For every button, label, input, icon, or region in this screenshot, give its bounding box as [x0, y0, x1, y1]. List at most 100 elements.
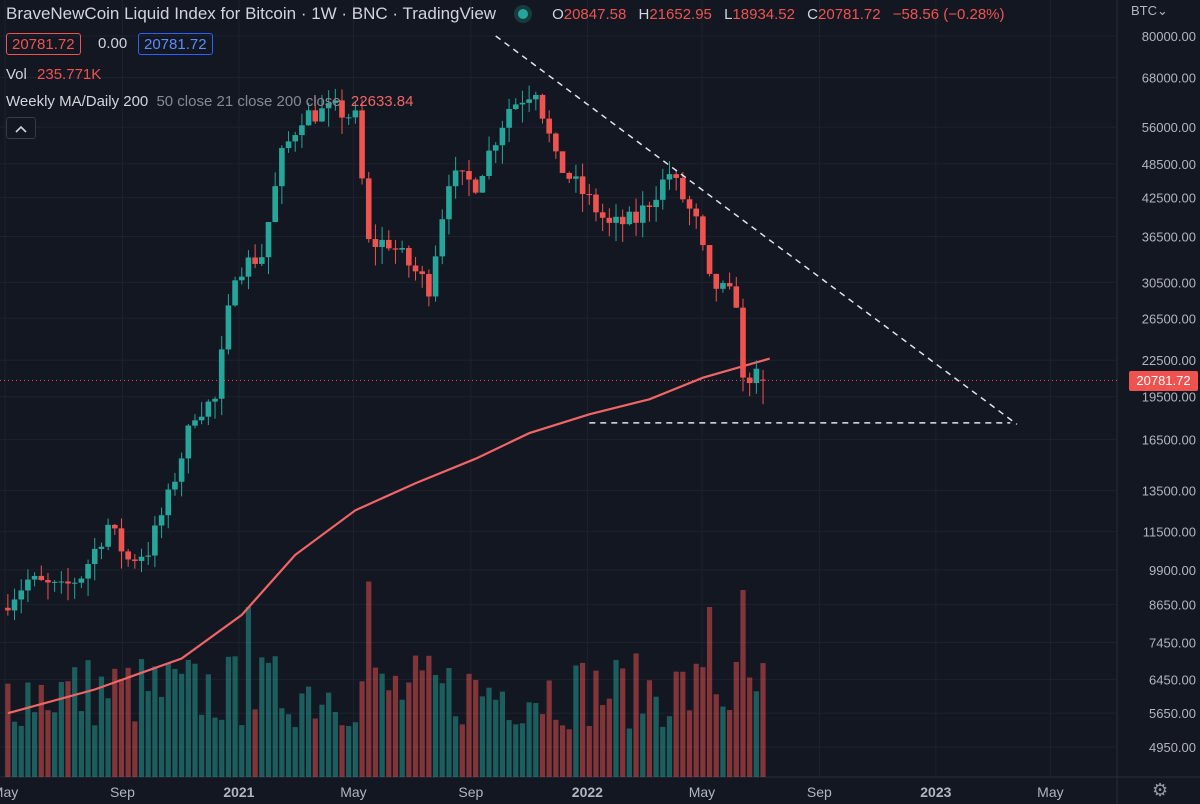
volume-bar — [45, 710, 51, 777]
time-axis[interactable]: May Sep 2021 May Sep 2022 May Sep 2023 May — [0, 784, 1064, 800]
volume-bar — [633, 653, 639, 777]
volume-bar — [747, 677, 753, 777]
volume-bar — [65, 681, 71, 777]
volume-bar — [700, 667, 706, 777]
time-tick-label: 2022 — [572, 784, 603, 800]
volume-bar — [352, 722, 358, 777]
candle-body — [646, 205, 653, 208]
volume-bar — [586, 726, 592, 777]
candle-body — [439, 219, 446, 257]
time-tick-label: May — [0, 784, 18, 800]
candle-body — [472, 179, 479, 193]
price-tick-label: 4950.00 — [1149, 740, 1196, 755]
candle-body — [279, 148, 285, 187]
collapse-legend-button[interactable] — [6, 117, 36, 139]
volume-bar — [733, 661, 739, 777]
volume-bar — [673, 671, 679, 777]
candle-body — [586, 194, 593, 196]
volume-bar — [486, 687, 492, 777]
candle-body — [205, 401, 212, 417]
volume-bar — [172, 668, 178, 777]
price-tick-label: 30500.00 — [1142, 275, 1196, 290]
volume-bar — [5, 683, 11, 777]
volume-bar — [272, 656, 278, 777]
volume-bar — [600, 705, 606, 777]
price-axis[interactable]: 80000.00 68000.00 56000.00 48500.00 42500.00… — [1142, 29, 1196, 755]
volume-bar — [165, 663, 171, 777]
candle-body — [599, 212, 606, 218]
volume-bar — [58, 681, 64, 777]
high-label: H — [638, 5, 650, 23]
candle-body — [365, 178, 372, 240]
volume-bar — [11, 721, 18, 777]
candle-body — [218, 349, 225, 399]
candle-body — [305, 110, 312, 126]
volume-bar — [439, 683, 445, 777]
candle-body — [506, 108, 512, 128]
candle-body — [118, 528, 125, 552]
candle-body — [700, 216, 706, 246]
ma-legend[interactable]: Weekly MA/Daily 200 50 close 21 close 20… — [6, 93, 414, 110]
volume-bar — [533, 703, 539, 777]
candle-body — [5, 607, 11, 611]
candle-body — [272, 186, 278, 223]
volume-bar — [305, 686, 312, 777]
volume-bar — [513, 724, 519, 777]
last-price-label: 20781.72 — [1129, 371, 1198, 391]
volume-bar — [660, 726, 666, 777]
volume-legend[interactable]: Vol 235.771K — [6, 66, 101, 83]
time-tick-label: Sep — [458, 784, 483, 800]
candle-body — [726, 283, 733, 287]
sell-price-button[interactable]: 20781.72 — [6, 33, 81, 55]
candle-body — [98, 546, 105, 549]
candle-body — [720, 283, 726, 289]
candle-body — [11, 599, 18, 611]
volume-bar — [519, 723, 526, 777]
candle-body — [399, 248, 405, 250]
volume-bar — [332, 712, 338, 777]
volume-bar — [546, 680, 552, 777]
candle-body — [165, 489, 172, 516]
change-value: −58.56 (−0.28%) — [892, 5, 1005, 23]
price-tick-label: 56000.00 — [1142, 120, 1196, 135]
volume-bar — [72, 667, 78, 777]
volume-bar — [466, 673, 472, 777]
candle-body — [259, 257, 265, 264]
volume-bar — [158, 696, 165, 777]
candle-body — [526, 99, 532, 103]
candle-body — [299, 125, 305, 136]
candle-body — [332, 100, 339, 104]
volume-bar — [138, 659, 145, 777]
candle-body — [593, 194, 599, 213]
volume-bar — [479, 696, 485, 777]
candle-body — [252, 257, 258, 264]
candle-body — [653, 199, 659, 208]
buy-price-button[interactable]: 20781.72 — [138, 33, 213, 55]
volume-bar — [192, 663, 198, 777]
volume-bar — [426, 655, 432, 777]
candle-body — [573, 176, 579, 179]
drawings — [0, 35, 1117, 425]
candle-body — [105, 524, 111, 547]
low-value: 18934.52 — [732, 5, 795, 23]
volume-bar — [399, 699, 405, 777]
volume-bar — [232, 656, 238, 777]
volume-bar — [205, 674, 211, 777]
candle-body — [238, 276, 245, 281]
gear-icon[interactable]: ⚙ — [1152, 780, 1169, 800]
candle-body — [38, 575, 45, 581]
price-tick-label: 36500.00 — [1142, 230, 1196, 245]
candle-body — [379, 239, 385, 248]
open-value: 20847.58 — [563, 5, 627, 23]
volume-bar — [85, 660, 91, 777]
candle-body — [85, 564, 91, 579]
volume-bar — [686, 710, 693, 777]
symbol-title[interactable]: BraveNewCoin Liquid Index for Bitcoin · … — [6, 4, 497, 23]
candle-body — [633, 211, 639, 223]
currency-select[interactable]: BTC⌄ — [1131, 3, 1168, 18]
candle-body — [659, 179, 666, 200]
volume-bar — [753, 691, 759, 777]
resistance-trendline — [495, 35, 1018, 425]
